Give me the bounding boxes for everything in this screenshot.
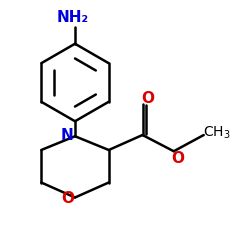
Text: CH$_3$: CH$_3$	[203, 125, 230, 141]
Text: NH₂: NH₂	[56, 10, 88, 26]
Text: O: O	[142, 91, 154, 106]
Text: O: O	[61, 191, 74, 206]
Text: N: N	[61, 128, 74, 142]
Text: O: O	[172, 151, 185, 166]
